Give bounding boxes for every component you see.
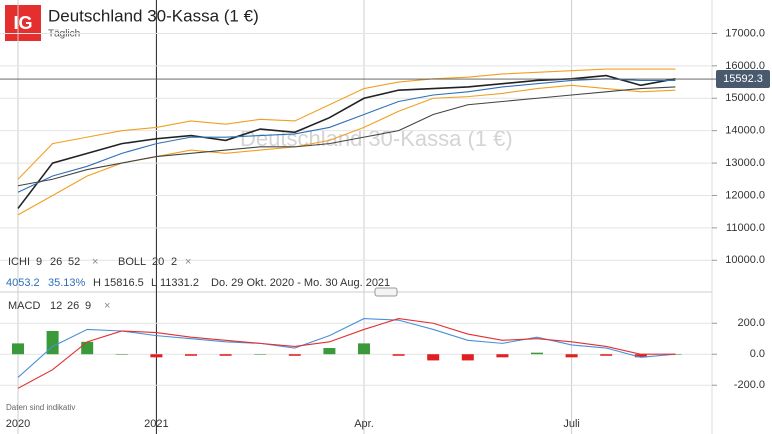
histogram-bar [46, 330, 59, 355]
close-icon[interactable]: × [104, 300, 110, 312]
x-tick-label: Juli [563, 418, 580, 430]
histogram-bar [150, 354, 163, 358]
y-tick-label: 10000.0 [725, 254, 765, 266]
y-tick-label: 14000.0 [725, 125, 765, 137]
histogram-bar [219, 354, 232, 356]
histogram-bar [392, 354, 405, 356]
y-tick-label: 16000.0 [725, 60, 765, 72]
macd-line [17, 318, 676, 389]
histogram-bar [531, 352, 543, 355]
histogram-bar [461, 354, 474, 361]
histogram-bar [600, 354, 613, 356]
macd-name: MACD [8, 300, 40, 312]
histogram-bar [12, 343, 24, 355]
histogram-bar [427, 354, 440, 361]
logo: IG [13, 13, 32, 33]
macd-param: 26 [67, 300, 79, 312]
subtitle: Täglich [48, 29, 80, 40]
x-tick-label: 2021 [144, 418, 168, 430]
change-pct: 35.13% [48, 277, 86, 289]
high-label: H [93, 277, 101, 289]
histogram-bar [323, 348, 336, 355]
ichi-name: ICHI [8, 256, 30, 268]
histogram-bar [115, 354, 128, 355]
macd-param: 9 [85, 300, 91, 312]
boll-name: BOLL [118, 256, 146, 268]
low: 11331.2 [160, 277, 199, 289]
histogram-bar [288, 354, 301, 356]
y-tick-label: 13000.0 [725, 157, 765, 169]
series-line [17, 68, 676, 180]
histogram-bar [81, 341, 94, 355]
histogram-bar [565, 354, 578, 358]
series-line [17, 78, 676, 193]
title: Deutschland 30-Kassa (1 €) [48, 6, 259, 25]
close-icon[interactable]: × [185, 256, 191, 268]
x-tick-label: 2020 [6, 418, 30, 430]
low-label: L [151, 277, 157, 289]
macd-param: 12 [50, 300, 62, 312]
y-tick-label: 11000.0 [726, 222, 765, 234]
close-icon[interactable]: × [92, 256, 98, 268]
last-price-box [716, 70, 770, 89]
boll-param: 20 [152, 256, 164, 268]
y-tick-label: 17000.0 [725, 27, 765, 39]
y-tick-label: 12000.0 [725, 189, 765, 201]
series-line [17, 86, 676, 187]
y-tick-label: 15000.0 [725, 92, 765, 104]
footnote: Daten sind indikativ [6, 403, 75, 412]
histogram-bar [358, 343, 370, 355]
y-tick-label: 0.0 [750, 348, 765, 360]
boll-param: 2 [171, 256, 177, 268]
y-tick-label: 200.0 [737, 317, 765, 329]
y-tick-label: -200.0 [734, 379, 765, 391]
histogram-bar [496, 354, 509, 358]
pane-handle[interactable] [374, 287, 398, 297]
last-price-label: 15592.3 [723, 73, 763, 85]
histogram-bar [254, 354, 267, 355]
histogram-bar [185, 354, 197, 356]
logo-box [5, 5, 41, 41]
ichi-param: 9 [36, 256, 42, 268]
high: 15816.5 [104, 277, 144, 289]
ichi-param: 52 [68, 256, 80, 268]
histogram-bar [634, 354, 647, 358]
indicator-info: ICHI 9 26 52 × BOLL 20 2 × 4053.2 35.13%… [6, 256, 390, 412]
date-range: Do. 29 Okt. 2020 - Mo. 30 Aug. 2021 [211, 277, 390, 289]
change: 4053.2 [6, 277, 40, 289]
x-tick-label: Apr. [354, 418, 374, 430]
ichi-param: 26 [50, 256, 62, 268]
